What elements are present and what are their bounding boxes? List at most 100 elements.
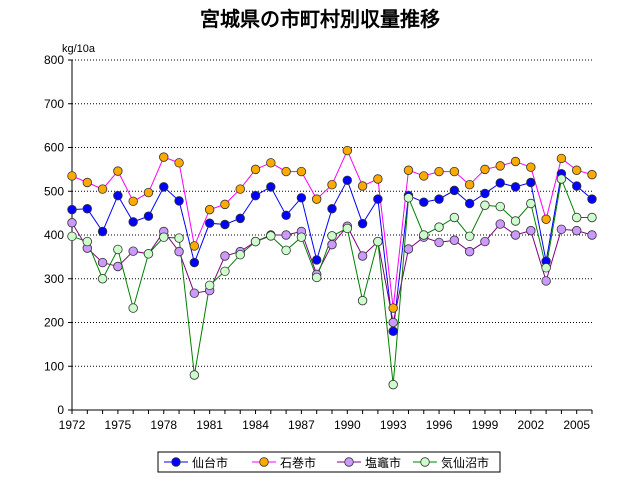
data-point-1 (281, 166, 291, 177)
data-point-1 (403, 165, 414, 175)
data-point-2 (556, 224, 567, 235)
data-point-3 (388, 379, 398, 390)
data-point-2 (220, 251, 230, 261)
data-point-1 (373, 174, 383, 184)
data-point-0 (526, 177, 536, 188)
data-point-0 (449, 185, 460, 196)
data-point-0 (464, 198, 475, 209)
data-point-1 (204, 204, 215, 215)
data-point-0 (480, 188, 490, 199)
data-point-3 (480, 200, 490, 210)
data-point-0 (388, 326, 398, 336)
data-point-1 (464, 179, 475, 190)
data-point-1 (556, 153, 567, 164)
data-point-2 (403, 244, 414, 254)
legend-label-3: 気仙沼市 (441, 455, 489, 470)
data-point-2 (113, 261, 123, 272)
data-point-0 (357, 218, 368, 229)
data-point-2 (174, 246, 184, 257)
data-point-1 (312, 194, 322, 204)
data-point-3 (204, 280, 215, 291)
data-point-1 (526, 162, 536, 172)
data-point-3 (220, 266, 230, 277)
x-tick-label: 1975 (105, 418, 132, 432)
data-point-0 (327, 204, 337, 214)
y-tick-label: 400 (44, 228, 64, 242)
data-point-2 (434, 237, 444, 248)
data-point-1 (342, 145, 352, 156)
data-point-3 (159, 232, 169, 242)
x-tick-label: 1996 (426, 418, 453, 432)
data-point-3 (357, 295, 368, 306)
data-point-1 (113, 166, 123, 176)
x-tick-label: 2005 (563, 418, 590, 432)
data-point-3 (67, 231, 77, 242)
data-point-2 (587, 230, 597, 240)
data-point-0 (312, 255, 322, 265)
data-point-1 (235, 184, 245, 194)
data-point-0 (281, 210, 291, 221)
data-point-3 (572, 212, 582, 223)
data-point-0 (235, 213, 245, 224)
data-point-3 (419, 230, 429, 240)
data-point-3 (189, 370, 200, 380)
data-point-1 (128, 196, 138, 207)
legend-marker-1 (259, 457, 269, 467)
data-point-2 (510, 230, 521, 240)
x-tick-label: 1978 (150, 418, 177, 432)
data-point-1 (67, 171, 77, 181)
data-point-2 (495, 219, 505, 229)
data-point-2 (97, 257, 108, 268)
data-point-3 (296, 232, 307, 242)
data-point-2 (464, 246, 475, 257)
data-point-3 (82, 236, 92, 247)
legend: 仙台市 石巻市 塩竈市 気仙沼市 (157, 451, 501, 473)
data-point-2 (327, 239, 337, 250)
data-point-3 (587, 212, 597, 223)
data-point-1 (82, 177, 92, 188)
data-point-0 (266, 182, 276, 192)
data-point-3 (235, 249, 245, 260)
data-point-0 (342, 175, 352, 186)
data-point-0 (67, 204, 77, 215)
x-tick-label: 1981 (196, 418, 223, 432)
data-point-1 (266, 158, 276, 168)
data-point-3 (143, 249, 154, 259)
data-point-1 (327, 179, 337, 190)
y-tick-label: 600 (44, 141, 64, 155)
data-point-0 (204, 218, 215, 228)
y-axis-unit: kg/10a (62, 43, 96, 55)
data-point-1 (174, 158, 184, 168)
data-point-0 (510, 182, 521, 192)
y-tick-labels: 0 100 200 300 400 500 600 700 800 (44, 53, 72, 417)
data-point-3 (373, 236, 383, 247)
data-point-0 (128, 217, 138, 227)
y-tick-label: 200 (44, 316, 64, 330)
legend-label-0: 仙台市 (192, 455, 228, 470)
data-point-2 (526, 225, 536, 236)
chart-title: 宮城県の市町村別収量推移 (200, 7, 440, 31)
data-point-3 (403, 193, 414, 203)
legend-marker-0 (171, 457, 181, 467)
legend-label-2: 塩竈市 (365, 455, 401, 470)
y-tick-label: 100 (44, 359, 64, 373)
x-tick-label: 1984 (242, 418, 269, 432)
data-point-1 (250, 164, 261, 175)
data-point-1 (159, 152, 169, 162)
y-tick-label: 500 (44, 184, 64, 198)
data-point-0 (250, 190, 261, 201)
x-tick-label: 1999 (472, 418, 499, 432)
series-markers (67, 145, 597, 390)
data-point-2 (388, 317, 398, 328)
legend-box (157, 451, 501, 473)
data-point-0 (296, 193, 307, 203)
data-point-1 (434, 166, 444, 177)
x-tick-label: 2002 (517, 418, 544, 432)
y-tick-label: 700 (44, 97, 64, 111)
data-point-2 (572, 225, 582, 236)
x-tick-label: 1993 (380, 418, 407, 432)
data-point-0 (220, 219, 230, 230)
data-point-0 (572, 181, 582, 191)
data-point-3 (342, 223, 352, 234)
data-point-2 (480, 236, 490, 247)
